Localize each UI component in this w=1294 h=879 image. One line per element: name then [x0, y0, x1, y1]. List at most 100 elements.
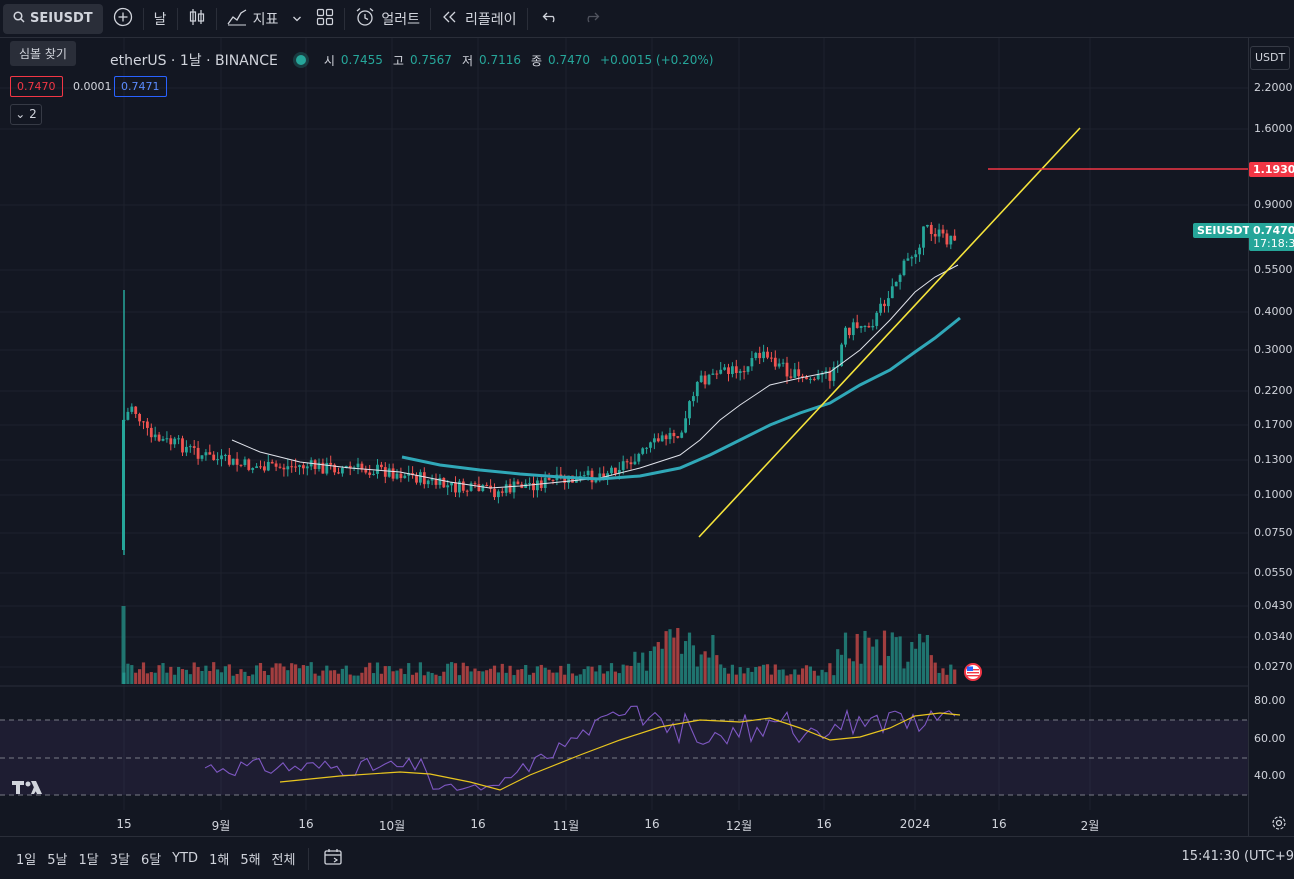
rsi-tick-label: 40.00	[1254, 769, 1286, 782]
currency-button[interactable]: USDT	[1250, 46, 1290, 70]
volume-bar	[489, 668, 493, 684]
indicators-button[interactable]: 지표	[217, 0, 289, 38]
market-status-icon[interactable]	[295, 55, 306, 65]
candle-body	[676, 436, 680, 438]
chart-settings-button[interactable]	[1271, 815, 1287, 835]
range-6m[interactable]: 6달	[140, 853, 162, 868]
volume-bar	[453, 663, 458, 684]
candle-body	[797, 369, 801, 377]
candle-body	[906, 258, 910, 261]
candle-body	[734, 366, 738, 373]
candle-body	[731, 366, 734, 375]
candle-body	[703, 375, 707, 385]
price-tick-label: 0.4000	[1254, 305, 1293, 318]
volume-bar	[430, 672, 434, 684]
volume-bar	[352, 675, 356, 684]
candle-body	[516, 481, 520, 485]
candle-body	[680, 432, 684, 438]
volume-bar	[886, 656, 890, 684]
volume-bar	[898, 636, 902, 684]
candle-body	[672, 432, 676, 437]
candle-body	[758, 352, 762, 359]
indicator-templates-dropdown[interactable]	[288, 0, 306, 38]
go-to-date-button[interactable]	[323, 847, 343, 871]
candles-icon	[188, 7, 206, 31]
range-1d[interactable]: 1일	[16, 853, 37, 868]
price-tick-label: 0.1700	[1254, 418, 1293, 431]
volume-bar	[547, 669, 551, 684]
candle-body	[317, 462, 321, 469]
legend-open-value: 0.7455	[340, 53, 383, 67]
compare-button[interactable]	[103, 0, 143, 38]
volume-bar	[929, 655, 933, 684]
price-tick-label: 0.9000	[1254, 198, 1293, 211]
undo-button[interactable]	[528, 0, 574, 38]
candle-body	[793, 369, 797, 378]
candle-body	[387, 468, 391, 477]
legend-symbol-name[interactable]: etherUS · 1날 · BINANCE	[110, 53, 278, 69]
volume-bar	[925, 635, 929, 684]
range-1y[interactable]: 1해	[209, 853, 230, 868]
volume-bar	[875, 639, 879, 684]
volume-bar	[699, 654, 703, 684]
economic-event-icon[interactable]	[962, 661, 984, 683]
candle-body	[278, 466, 282, 468]
range-5d[interactable]: 5날	[47, 853, 68, 868]
indicators-label: 지표	[252, 11, 279, 28]
volume-bar	[910, 642, 914, 684]
volume-bar	[391, 671, 395, 684]
replay-button[interactable]: 리플레이	[431, 0, 527, 38]
tradingview-logo[interactable]	[12, 778, 44, 800]
chart-type-button[interactable]	[178, 0, 216, 38]
buy-price-button[interactable]: 0.7471	[114, 76, 167, 97]
candle-body	[883, 303, 886, 307]
volume-bar	[695, 666, 699, 684]
candle-body	[926, 224, 929, 227]
candle-body	[313, 460, 317, 469]
candle-body	[832, 367, 836, 381]
candle-body	[848, 327, 851, 336]
candle-body	[898, 275, 902, 282]
volume-bar	[270, 667, 274, 684]
range-1m[interactable]: 1달	[78, 853, 99, 868]
candle-body	[200, 455, 204, 459]
range-ytd[interactable]: YTD	[172, 851, 199, 866]
ma-slow-line	[401, 316, 961, 481]
volume-bar	[890, 632, 894, 684]
chart-legend: etherUS · 1날 · BINANCE 시 0.7455 고 0.7567 저…	[110, 50, 717, 70]
volume-bar	[364, 667, 368, 684]
volume-bar	[379, 673, 383, 684]
interval-button[interactable]: 날	[153, 11, 167, 28]
symbol-search-button[interactable]: SEIUSDT	[3, 3, 103, 34]
candle-body	[415, 475, 418, 483]
candle-body	[641, 448, 645, 454]
timezone-clock[interactable]: 15:41:30 (UTC+9	[1181, 849, 1294, 864]
candle-body	[243, 459, 247, 466]
rewind-icon	[441, 10, 459, 28]
redo-button[interactable]	[574, 0, 608, 38]
volume-bar	[157, 665, 161, 684]
range-5y[interactable]: 5해	[240, 853, 261, 868]
volume-bar	[149, 672, 153, 684]
candle-body	[165, 438, 169, 440]
candle-body	[341, 467, 344, 474]
price-tick-label: 0.0340	[1254, 630, 1293, 643]
volume-bar	[145, 673, 149, 684]
indicators-collapse-button[interactable]: ⌄ 2	[10, 104, 42, 125]
volume-bar	[496, 672, 500, 684]
range-3m[interactable]: 3달	[109, 853, 130, 868]
volume-bar	[485, 670, 489, 684]
alert-button[interactable]: 얼러트	[345, 0, 430, 38]
candle-body	[766, 351, 769, 358]
spread-value: 0.0001	[73, 80, 112, 93]
candle-body	[153, 434, 157, 438]
trend-line	[698, 127, 1081, 538]
volume-bar	[824, 672, 828, 684]
alert-price-tag[interactable]: 1.1930	[1249, 162, 1294, 177]
volume-bar	[613, 671, 617, 684]
layout-button[interactable]	[306, 0, 344, 38]
sell-price-button[interactable]: 0.7470	[10, 76, 63, 97]
range-all[interactable]: 전체	[271, 853, 296, 868]
candle-body	[649, 442, 652, 448]
